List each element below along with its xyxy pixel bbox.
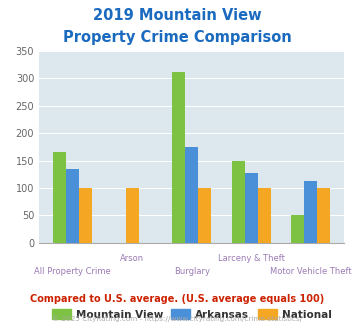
Text: Property Crime Comparison: Property Crime Comparison	[63, 30, 292, 45]
Bar	[258, 188, 271, 243]
Bar	[185, 147, 198, 243]
Text: All Property Crime: All Property Crime	[34, 267, 111, 277]
Text: Compared to U.S. average. (U.S. average equals 100): Compared to U.S. average. (U.S. average …	[31, 294, 324, 304]
Text: 2019 Mountain View: 2019 Mountain View	[93, 8, 262, 23]
Text: © 2025 CityRating.com - https://www.cityrating.com/crime-statistics/: © 2025 CityRating.com - https://www.city…	[53, 315, 302, 322]
Text: Motor Vehicle Theft: Motor Vehicle Theft	[270, 267, 352, 277]
Bar	[231, 160, 245, 243]
Legend: Mountain View, Arkansas, National: Mountain View, Arkansas, National	[48, 305, 336, 324]
Text: Arson: Arson	[120, 254, 144, 263]
Bar	[126, 188, 139, 243]
Bar	[172, 73, 185, 243]
Bar	[291, 215, 304, 243]
Bar	[53, 152, 66, 243]
Bar	[198, 188, 211, 243]
Bar	[66, 169, 79, 243]
Bar	[317, 188, 331, 243]
Text: Burglary: Burglary	[174, 267, 210, 277]
Text: Larceny & Theft: Larceny & Theft	[218, 254, 285, 263]
Bar	[304, 181, 317, 243]
Bar	[79, 188, 92, 243]
Bar	[245, 173, 258, 243]
